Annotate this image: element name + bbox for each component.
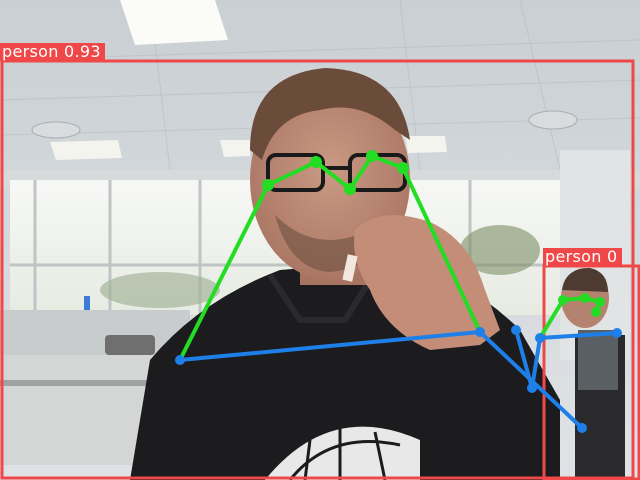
keypoint [591, 307, 601, 317]
keypoint [558, 295, 568, 305]
ceiling-light [120, 0, 228, 45]
ceiling-light [405, 136, 447, 153]
keypoint [595, 297, 605, 307]
keypoint [535, 333, 545, 343]
keypoint [262, 179, 274, 191]
keypoint [175, 355, 185, 365]
ceiling-vent [528, 110, 578, 130]
keypoint [310, 156, 322, 168]
detection-label-person-2: person 0 [543, 248, 622, 266]
keypoint [612, 328, 622, 338]
keypoint [577, 423, 587, 433]
detection-box-person-1 [0, 59, 635, 480]
skeleton-person-2 [511, 293, 622, 433]
ceiling-vent [31, 121, 81, 139]
keypoint [527, 383, 537, 393]
ceiling-light [220, 140, 250, 157]
detection-box-person-2 [542, 264, 640, 480]
keypoint [344, 183, 356, 195]
keypoint [475, 327, 485, 337]
keypoint [580, 293, 590, 303]
raised-hand [354, 215, 500, 350]
keypoint [511, 325, 521, 335]
ceiling-light [50, 140, 122, 160]
keypoint [397, 162, 409, 174]
person-1 [130, 68, 560, 480]
detection-label-person-1: person 0.93 [0, 43, 105, 61]
keypoint [366, 150, 378, 162]
